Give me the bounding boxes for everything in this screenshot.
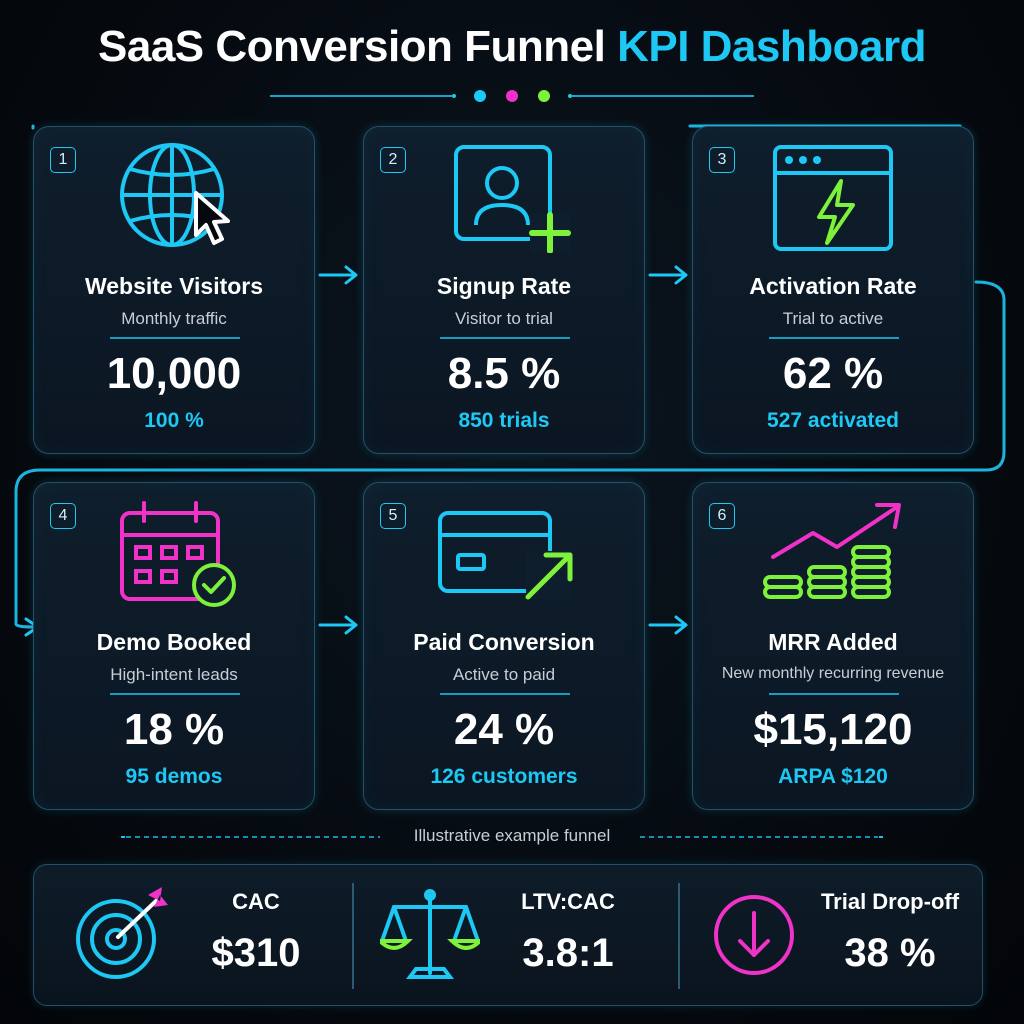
funnel-card-mrr-added: 6 MRR Added New monthly recurring revenu… [692,482,974,810]
calendar-check-icon [120,501,236,607]
card-title: Activation Rate [749,273,917,299]
step-badge: 4 [50,503,76,529]
kpi-cac: CAC $310 [34,865,350,1007]
kpi-divider [678,883,680,989]
card-divider [769,337,899,339]
kpi-value: 3.8:1 [522,931,614,975]
card-subtitle: Monthly traffic [121,309,227,328]
target-icon [76,887,168,979]
card-value: 10,000 [106,349,242,398]
kpi-trial-dropoff: Trial Drop-off 38 % [680,865,996,1007]
funnel-card-website-visitors: 1 Website Visitors Monthly traffic 10,00… [33,126,315,454]
balance-scale-icon [380,889,480,979]
step-badge: 3 [709,147,735,173]
down-arrow-circle-icon [714,895,794,975]
card-title: Signup Rate [436,273,572,299]
card-divider [440,337,570,339]
kpi-label: Trial Drop-off [820,889,960,914]
card-subtitle: Active to paid [452,665,556,684]
footnote-line-left [121,836,380,838]
funnel-card-demo-booked: 4 Demo Booked High-intent leads 18 % 95 … [33,482,315,810]
card-subtitle: High-intent leads [110,665,238,684]
coins-trend-icon [763,503,901,599]
globe-cursor-icon [120,143,230,247]
title-main: SaaS Conversion Funnel [98,22,618,71]
user-plus-icon [454,145,571,253]
funnel-card-activation-rate: 3 Activation Rate Trial to active 62 % 5… [692,126,974,454]
card-subtitle: Visitor to trial [455,309,553,328]
card-note: 850 trials [458,409,550,432]
browser-lightning-icon [773,145,893,251]
step-badge: 1 [50,147,76,173]
flow-arrow-1-2 [318,265,358,285]
card-value: $15,120 [753,705,913,754]
card-divider [110,337,240,339]
flow-arrow-5-6 [648,615,688,635]
kpi-divider [352,883,354,989]
card-note: 126 customers [430,765,578,788]
kpi-value: 38 % [844,931,936,975]
card-note: 527 activated [767,409,899,432]
card-divider [769,693,899,695]
step-badge: 2 [380,147,406,173]
page-title: SaaS Conversion Funnel KPI Dashboard [0,22,1024,72]
card-subtitle: New monthly recurring revenue [721,665,945,682]
credit-card-arrow-icon [438,511,573,600]
card-note: ARPA $120 [778,765,888,788]
footnote-line-right [640,836,883,838]
funnel-card-signup-rate: 2 Signup Rate Visitor to trial 8.5 % 850… [363,126,645,454]
funnel-card-paid-conversion: 5 Paid Conversion Active to paid 24 % 12… [363,482,645,810]
title-accent: KPI Dashboard [617,22,926,71]
step-badge: 5 [380,503,406,529]
card-title: Website Visitors [84,273,264,299]
title-divider [270,90,754,102]
card-note: 95 demos [125,765,223,788]
card-divider [440,693,570,695]
card-value: 62 % [782,349,884,398]
card-title: Paid Conversion [413,629,595,655]
kpi-ltv-cac: LTV:CAC 3.8:1 [354,865,670,1007]
card-value: 18 % [123,705,225,754]
flow-arrow-4-5 [318,615,358,635]
kpi-label: LTV:CAC [521,889,615,914]
card-value: 8.5 % [447,349,561,398]
kpi-value: $310 [211,931,301,975]
step-badge: 6 [709,503,735,529]
card-note: 100 % [144,409,204,432]
card-subtitle: Trial to active [782,309,884,328]
kpi-label: CAC [232,889,280,914]
flow-arrow-2-3 [648,265,688,285]
footnote: Illustrative example funnel [413,826,611,845]
card-title: MRR Added [768,629,898,655]
card-divider [110,693,240,695]
card-title: Demo Booked [96,629,252,655]
card-value: 24 % [453,705,555,754]
kpi-summary-panel: CAC $310 LTV:CAC 3.8:1 Tr [33,864,983,1006]
